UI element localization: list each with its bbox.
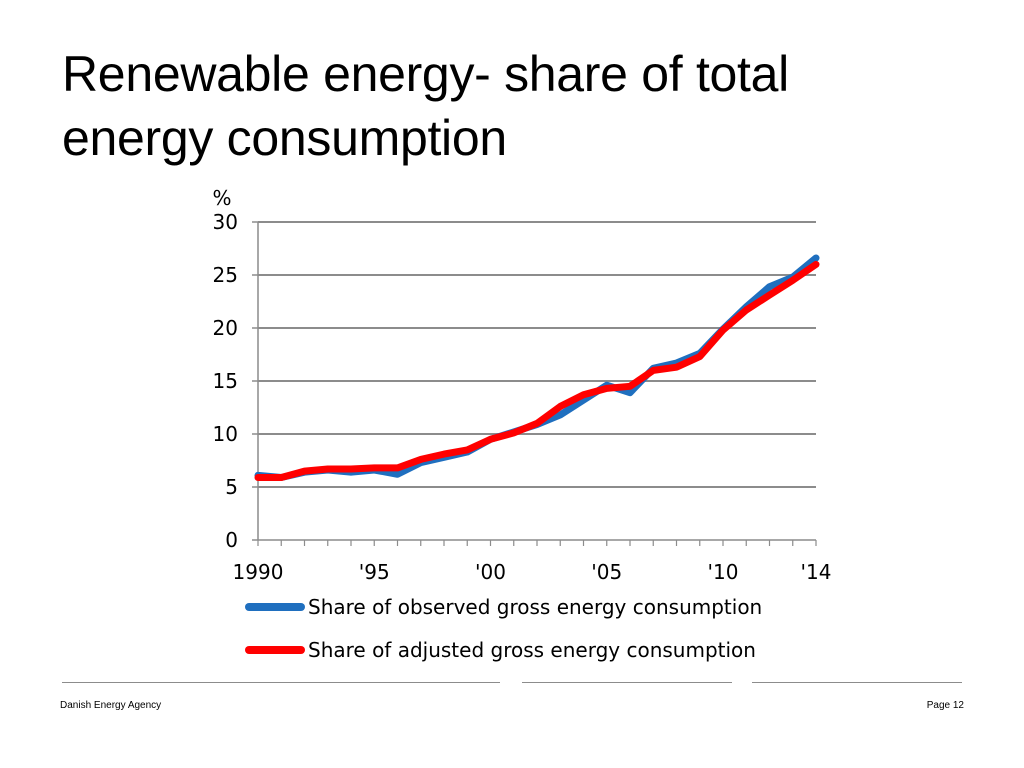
slide-title-line-2: energy consumption (62, 110, 507, 166)
y-tick-label: 20 (213, 316, 238, 340)
y-tick-label: 0 (225, 528, 238, 552)
y-tick-label: 15 (213, 369, 238, 393)
series-line-observed (254, 254, 820, 481)
slide-title: Renewable energy- share of total energy … (62, 42, 962, 170)
footer-divider-right (752, 682, 962, 683)
x-tick-label: '14 (801, 560, 832, 584)
x-tick-label: 1990 (233, 560, 284, 584)
x-tick-label: '10 (708, 560, 739, 584)
x-tick-label: '00 (475, 560, 506, 584)
y-tick-label: 10 (213, 422, 238, 446)
footer-divider-left (62, 682, 500, 683)
legend-label-adjusted: Share of adjusted gross energy consumpti… (308, 638, 756, 662)
footer-page-number: Page 12 (926, 700, 964, 711)
y-axis-unit-label: % (212, 186, 231, 210)
line-chart: 0 5 10 15 20 25 30% 1990 '95 '00 '05 '10 '14 Share o… (212, 186, 832, 662)
x-tick-label: '95 (359, 560, 390, 584)
footer-divider-middle (522, 682, 732, 683)
series-line-adjusted (254, 260, 820, 481)
legend-label-observed: Share of observed gross energy consumpti… (308, 595, 762, 619)
x-tick-label: '05 (591, 560, 622, 584)
footer-organization: Danish Energy Agency (60, 700, 162, 711)
y-tick-label: 30 (213, 210, 238, 234)
y-tick-label: 25 (213, 263, 238, 287)
y-tick-label: 5 (225, 475, 238, 499)
slide-title-line-1: Renewable energy- share of total (62, 46, 789, 102)
